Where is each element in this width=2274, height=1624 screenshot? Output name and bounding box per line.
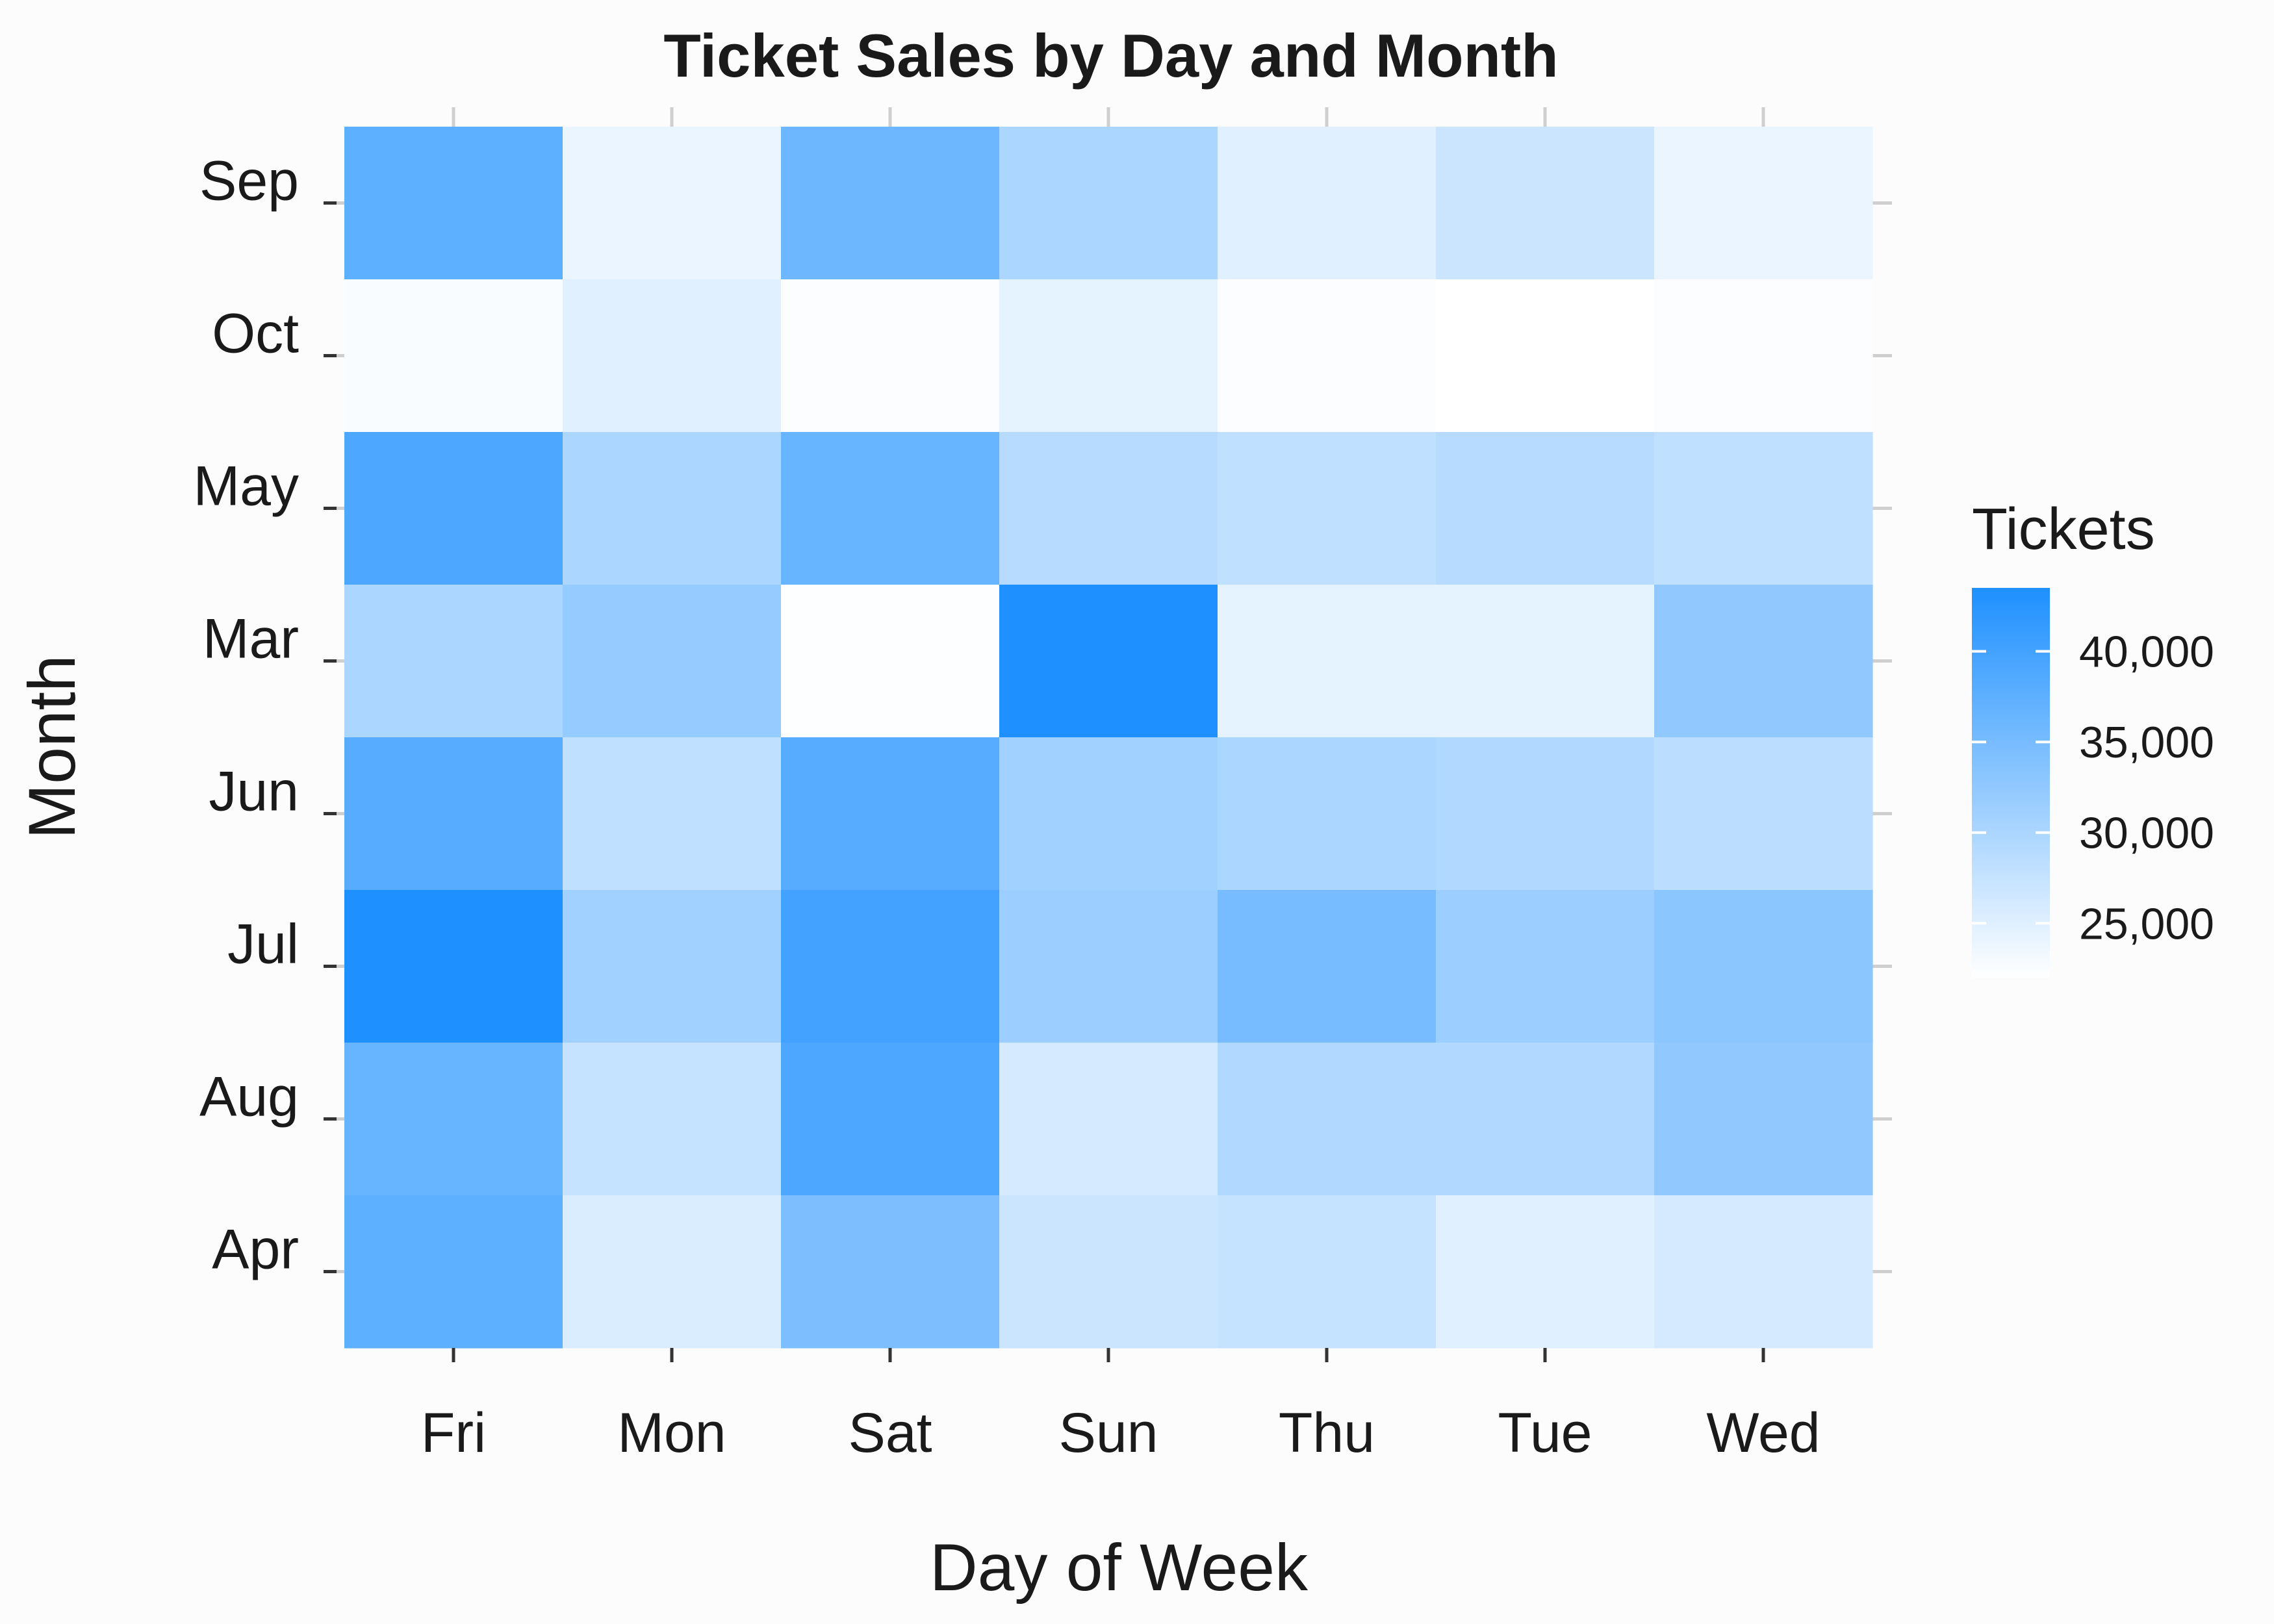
heatmap-cell xyxy=(563,585,782,738)
y-tick-label: Apr xyxy=(212,1219,299,1281)
heatmap-cell xyxy=(1218,432,1437,585)
heatmap-cell xyxy=(1218,1043,1437,1196)
heatmap-cell xyxy=(781,432,1000,585)
heatmap-cell xyxy=(563,279,782,433)
y-axis-title: Month xyxy=(15,655,89,839)
heatmap-cell xyxy=(1436,432,1655,585)
heatmap-cell xyxy=(781,127,1000,280)
y-tick-label: May xyxy=(194,455,299,518)
heatmap-cell xyxy=(1218,1195,1437,1349)
heatmap-cell xyxy=(1218,890,1437,1043)
heatmap-cell xyxy=(1436,1043,1655,1196)
heatmap-cell xyxy=(1436,127,1655,280)
heatmap-cell xyxy=(1218,127,1437,280)
heatmap-cell xyxy=(781,890,1000,1043)
heatmap-cell xyxy=(999,279,1218,433)
x-tick-label: Thu xyxy=(1279,1402,1375,1464)
heatmap-cell xyxy=(344,1043,563,1196)
heatmap-cell xyxy=(344,585,563,738)
heatmap-cell xyxy=(999,890,1218,1043)
heatmap-cell xyxy=(781,279,1000,433)
legend-tick-label: 35,000 xyxy=(2079,718,2214,767)
heatmap-cell xyxy=(344,737,563,891)
y-tick-labels: Sep Oct May Mar Jun Jul Aug Apr xyxy=(194,150,300,1281)
legend-title: Tickets xyxy=(1972,497,2155,562)
heatmap-cell xyxy=(1218,279,1437,433)
heatmap-cell xyxy=(1436,737,1655,891)
heatmap-cell xyxy=(999,432,1218,585)
heatmap-cell xyxy=(781,585,1000,738)
heatmap-cell xyxy=(563,127,782,280)
y-tick-label: Sep xyxy=(199,150,299,212)
axis-ticks xyxy=(324,201,1765,1362)
y-tick-label: Jun xyxy=(209,761,299,823)
heatmap-cell xyxy=(344,1195,563,1349)
heatmap-cell xyxy=(344,127,563,280)
heatmap-cell xyxy=(1654,737,1873,891)
heatmap-cell xyxy=(1436,1195,1655,1349)
heatmap-cell xyxy=(344,279,563,433)
x-tick-label: Fri xyxy=(421,1402,486,1464)
heatmap-cell xyxy=(1436,585,1655,738)
x-tick-label: Sat xyxy=(848,1402,932,1464)
heatmap-cell xyxy=(563,1195,782,1349)
legend-tick-label: 40,000 xyxy=(2079,628,2214,677)
heatmap-cell xyxy=(781,737,1000,891)
heatmap-cell xyxy=(563,1043,782,1196)
heatmap-cell xyxy=(344,890,563,1043)
heatmap-cell xyxy=(1654,890,1873,1043)
legend-color-bar xyxy=(1972,588,2050,978)
heatmap-cell xyxy=(563,432,782,585)
heatmap-cell xyxy=(781,1043,1000,1196)
legend-tick-label: 25,000 xyxy=(2079,899,2214,948)
x-tick-label: Tue xyxy=(1498,1402,1592,1464)
heatmap-cell xyxy=(999,127,1218,280)
y-tick-label: Aug xyxy=(199,1066,299,1128)
heatmap-cell xyxy=(1218,737,1437,891)
heatmap-cell xyxy=(1436,279,1655,433)
heatmap-cell xyxy=(999,1043,1218,1196)
heatmap-cells xyxy=(344,127,1873,1349)
y-tick-label: Oct xyxy=(212,303,299,365)
heatmap-cell xyxy=(1654,127,1873,280)
heatmap-cell xyxy=(999,1195,1218,1349)
heatmap-cell xyxy=(1654,279,1873,433)
y-tick-label: Mar xyxy=(203,608,299,670)
legend-ticks: 25,000 30,000 35,000 40,000 xyxy=(1972,628,2214,948)
heatmap-cell xyxy=(1654,1043,1873,1196)
heatmap-cell xyxy=(1654,1195,1873,1349)
x-tick-labels: Fri Mon Sat Sun Thu Tue Wed xyxy=(421,1402,1820,1464)
heatmap-cell xyxy=(1654,585,1873,738)
y-tick-label: Jul xyxy=(227,913,299,976)
heatmap-cell xyxy=(563,890,782,1043)
heatmap-cell xyxy=(563,737,782,891)
x-tick-label: Mon xyxy=(617,1402,726,1464)
legend-tick-label: 30,000 xyxy=(2079,809,2214,858)
x-tick-label: Wed xyxy=(1706,1402,1820,1464)
x-axis-title: Day of Week xyxy=(930,1530,1309,1605)
heatmap-cell xyxy=(999,737,1218,891)
x-tick-label: Sun xyxy=(1058,1402,1158,1464)
heatmap-cell xyxy=(344,432,563,585)
heatmap-cell xyxy=(1436,890,1655,1043)
heatmap-cell xyxy=(1218,585,1437,738)
chart-title: Ticket Sales by Day and Month xyxy=(663,21,1558,90)
heatmap-cell xyxy=(1654,432,1873,585)
heatmap-cell xyxy=(999,585,1218,738)
heatmap-cell xyxy=(781,1195,1000,1349)
